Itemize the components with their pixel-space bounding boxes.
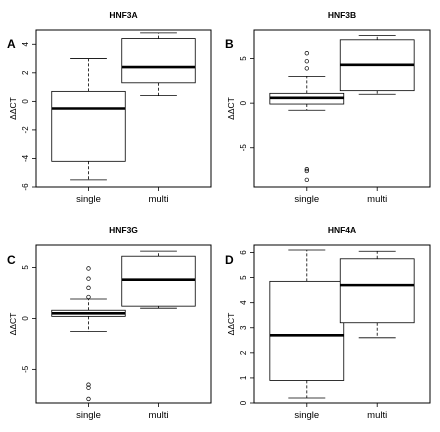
y-tick-label: 5 xyxy=(239,56,248,61)
y-tick-label: 3 xyxy=(239,325,248,330)
panel-c: C HNF3G -5 0 5 ΔΔCT single multi xyxy=(7,225,212,421)
plot-frame xyxy=(35,244,212,404)
category-label: single xyxy=(294,194,319,205)
y-tick-label: -5 xyxy=(239,144,248,152)
outlier-point xyxy=(86,276,91,281)
category-label: multi xyxy=(367,194,387,205)
iqr-box xyxy=(269,280,345,381)
y-axis-label: ΔΔCT xyxy=(226,313,236,336)
category-label: multi xyxy=(148,410,168,421)
outlier-point xyxy=(86,266,91,271)
y-tick-label: 2 xyxy=(21,70,30,75)
outlier-point xyxy=(304,51,309,56)
y-tick-label: 2 xyxy=(239,350,248,355)
box-single: single xyxy=(269,51,345,205)
y-tick-label: 5 xyxy=(21,265,30,270)
y-tick-label: 0 xyxy=(239,100,248,105)
y-tick-label: 0 xyxy=(239,400,248,405)
category-label: multi xyxy=(148,194,168,205)
y-tick-label: 4 xyxy=(239,300,248,305)
category-label: multi xyxy=(367,410,387,421)
iqr-box xyxy=(339,258,415,324)
panel-letter: C xyxy=(7,253,16,267)
outlier-point xyxy=(86,294,91,300)
y-tick-label: -2 xyxy=(21,126,30,134)
y-tick-label: 6 xyxy=(239,250,248,255)
panel-letter: A xyxy=(7,37,16,51)
outlier-point xyxy=(304,59,309,64)
plot-frame xyxy=(253,244,431,404)
iqr-box xyxy=(121,255,196,307)
box-single: single xyxy=(269,249,345,421)
y-tick-label: -4 xyxy=(21,154,30,162)
panel-b: B HNF3B -5 0 5 ΔΔCT single multi xyxy=(225,10,431,205)
y-tick-label: -6 xyxy=(21,183,30,191)
category-label: single xyxy=(76,194,101,205)
y-tick-label: -5 xyxy=(21,365,30,373)
y-tick-label: 5 xyxy=(239,275,248,280)
y-axis-label: ΔΔCT xyxy=(8,313,18,336)
box-multi: multi xyxy=(121,32,196,205)
outlier-point xyxy=(86,396,91,402)
y-tick-label: 0 xyxy=(21,99,30,104)
category-label: single xyxy=(76,410,101,421)
chart-title: HNF3A xyxy=(109,10,137,20)
box-multi: multi xyxy=(339,34,415,205)
chart-title: HNF3B xyxy=(328,10,356,20)
chart-title: HNF3G xyxy=(109,225,138,235)
box-multi: multi xyxy=(121,250,196,421)
chart-title: HNF4A xyxy=(328,225,356,235)
panel-letter: D xyxy=(225,253,234,267)
y-tick-label: 1 xyxy=(239,375,248,380)
box-multi: multi xyxy=(339,250,415,421)
y-axis-label: ΔΔCT xyxy=(226,97,236,120)
outlier-point xyxy=(86,382,91,387)
iqr-box xyxy=(51,90,126,162)
outlier-point xyxy=(304,177,309,183)
outlier-point xyxy=(304,168,309,174)
outlier-point xyxy=(86,385,91,390)
outlier-point xyxy=(304,167,309,172)
plot-frame xyxy=(253,29,431,188)
category-label: single xyxy=(294,410,319,421)
y-tick-label: 4 xyxy=(21,41,30,46)
y-tick-label: 0 xyxy=(21,316,30,321)
iqr-box xyxy=(121,38,196,84)
panel-d: D HNF4A 0 1 2 3 4 5 6 ΔΔCT single multi xyxy=(225,225,431,421)
plot-frame xyxy=(35,29,212,188)
panel-letter: B xyxy=(225,37,234,51)
box-single: single xyxy=(51,266,126,421)
outlier-point xyxy=(86,285,91,290)
panel-a: A HNF3A -6 -4 -2 0 2 4 ΔΔCT single multi xyxy=(7,10,212,205)
outlier-point xyxy=(304,66,309,71)
y-axis-label: ΔΔCT xyxy=(8,97,18,120)
box-single: single xyxy=(51,58,126,205)
